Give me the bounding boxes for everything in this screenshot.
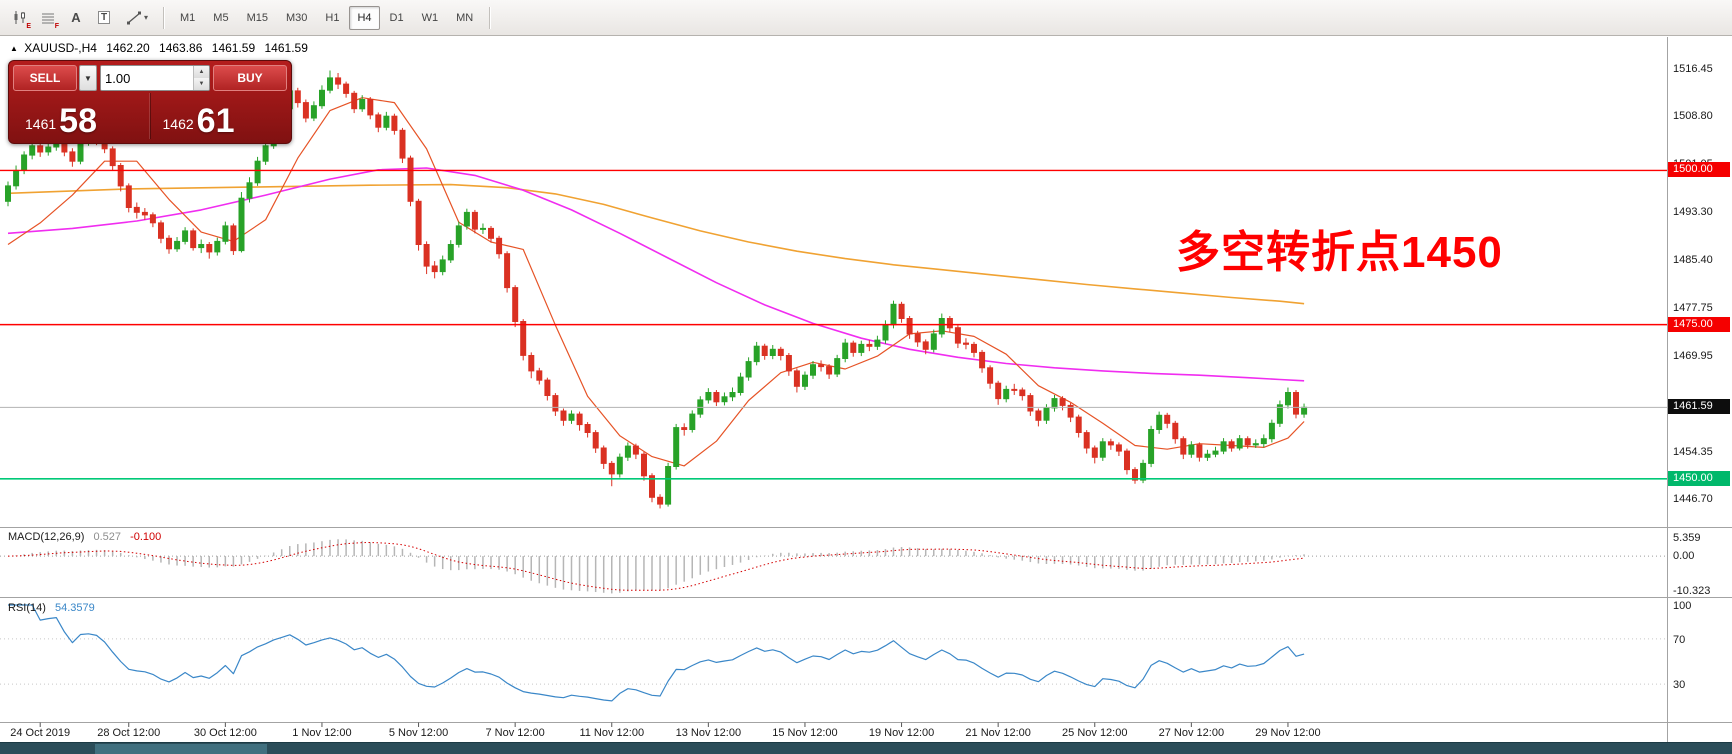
candles-layer: [5, 70, 1308, 509]
rsi-axis-tick: 100: [1673, 600, 1692, 612]
time-axis-label: 1 Nov 12:00: [292, 727, 352, 739]
time-axis-label: 24 Oct 2019: [10, 727, 71, 739]
time-axis-label: 21 Nov 12:00: [965, 727, 1031, 739]
chart-ohlc-header: ▲ XAUUSD-,H4 1462.20 1463.86 1461.59 146…: [10, 41, 314, 55]
macd-main-value: 0.527: [93, 531, 122, 543]
buy-price-display[interactable]: 1462 61: [149, 93, 288, 140]
macd-name: MACD(12,26,9): [8, 531, 85, 543]
macd-label: MACD(12,26,9) 0.527 -0.100: [8, 531, 161, 543]
time-axis-label: 7 Nov 12:00: [485, 727, 545, 739]
ohlc-high: 1463.86: [159, 41, 203, 55]
price-axis-tick: 1454.35: [1673, 445, 1713, 458]
volume-up-button[interactable]: ▲: [194, 66, 209, 78]
timeframe-W1[interactable]: W1: [414, 6, 447, 30]
ma-slow-line: [7, 183, 1305, 305]
volume-field: ▲ ▼: [100, 65, 210, 91]
rsi-label: RSI(14) 54.3579: [8, 602, 95, 614]
resistance-1475-badge: 1475.00: [1668, 316, 1730, 332]
price-axis-tick: 1493.30: [1673, 205, 1713, 218]
chart-text-annotation[interactable]: 多空转折点1450: [1176, 228, 1503, 277]
line-studies-icon[interactable]: ▾: [119, 5, 155, 31]
indicators-panel-icon[interactable]: F: [35, 5, 61, 31]
toolbar-separator: [163, 6, 164, 29]
rsi-name: RSI(14): [8, 602, 46, 614]
price-axis-tick: 1446.70: [1673, 493, 1713, 506]
sell-price-pips: 58: [59, 102, 97, 140]
timeframe-D1[interactable]: D1: [382, 6, 412, 30]
trendline-glyph: [126, 11, 141, 24]
time-axis-label: 30 Oct 12:00: [193, 727, 257, 739]
timeframe-M15[interactable]: M15: [239, 6, 276, 30]
timeframe-M30[interactable]: M30: [278, 6, 315, 30]
buy-price-pips: 61: [196, 102, 235, 140]
price-axis-tick: 1469.95: [1673, 349, 1713, 362]
support-1450-badge: 1450.00: [1668, 470, 1730, 486]
time-axis-label: 11 Nov 12:00: [579, 727, 645, 739]
chevron-down-icon: ▾: [143, 13, 148, 22]
rsi-axis-tick: 70: [1673, 633, 1686, 646]
buy-price-main: 1462: [162, 116, 194, 132]
macd-histogram: [15, 539, 1305, 594]
time-axis-label: 28 Oct 12:00: [97, 727, 161, 739]
timeframe-MN[interactable]: MN: [448, 6, 481, 30]
timeframe-group: M1 M5 M15 M30 H1 H4 D1 W1 MN: [171, 0, 482, 35]
time-axis-label: 5 Nov 12:00: [388, 727, 449, 739]
one-click-trade-panel: SELL ▼ ▲ ▼ BUY 1461 58 1462 61: [8, 60, 292, 144]
price-axis-tick: 1477.75: [1673, 301, 1713, 314]
price-axis-tick: 1508.80: [1673, 110, 1713, 123]
macd-signal-value: -0.100: [130, 531, 162, 543]
toolbar: E F A T ▾ M1 M5 M15 M30 H1 H4 D1 W1 MN: [0, 0, 1732, 36]
icon-sub-letter: E: [26, 22, 31, 30]
time-axis-label: 29 Nov 12:00: [1255, 727, 1321, 739]
toolbar-separator: [489, 6, 491, 29]
rsi-value: 54.3579: [54, 602, 95, 614]
resistance-1500-badge: 1500.00: [1668, 162, 1730, 178]
time-axis-label: 27 Nov 12:00: [1158, 727, 1225, 739]
bid-price-badge: 1461.59: [1668, 399, 1730, 415]
volume-down-button[interactable]: ▼: [194, 78, 209, 90]
bottom-dock-tab[interactable]: [95, 744, 267, 754]
order-options-dropdown[interactable]: ▼: [79, 65, 97, 91]
rsi-line: [8, 604, 1305, 702]
text-annotation-icon[interactable]: A: [63, 5, 89, 31]
sell-price-main: 1461: [25, 116, 57, 132]
macd-signal-line: [7, 541, 1305, 591]
macd-axis-tick: 5.359: [1673, 531, 1701, 544]
toolbar-icon-group: E F A T ▾: [6, 0, 156, 35]
macd-axis-tick: -10.323: [1673, 584, 1711, 597]
ohlc-close: 1461.59: [264, 41, 308, 55]
sell-price-display[interactable]: 1461 58: [13, 93, 150, 139]
time-axis-label: 13 Nov 12:00: [675, 727, 742, 739]
timeframe-H1[interactable]: H1: [317, 6, 347, 30]
price-axis-tick: 1516.45: [1673, 62, 1713, 75]
candlestick-chart-icon[interactable]: E: [7, 5, 33, 31]
macd-axis-tick: 0.00: [1673, 550, 1695, 563]
ma-mid-line: [7, 167, 1305, 382]
text-label-icon[interactable]: T: [91, 5, 117, 31]
icon-sub-letter: F: [54, 22, 59, 30]
time-axis-label: 19 Nov 12:00: [868, 727, 935, 739]
time-axis-label: 25 Nov 12:00: [1062, 727, 1128, 739]
candles-glyph: [14, 10, 25, 24]
timeframe-H4[interactable]: H4: [349, 5, 380, 30]
indicator-glyph: [42, 13, 54, 23]
timeframe-M1[interactable]: M1: [172, 6, 203, 30]
ohlc-open: 1462.20: [106, 41, 150, 55]
rsi-axis-tick: 30: [1673, 679, 1686, 692]
sell-button[interactable]: SELL: [13, 65, 77, 91]
price-axis-tick: 1485.40: [1673, 254, 1713, 267]
volume-input[interactable]: [101, 66, 193, 90]
timeframe-M5[interactable]: M5: [205, 6, 236, 30]
buy-button[interactable]: BUY: [213, 65, 287, 91]
volume-stepper: ▲ ▼: [193, 66, 209, 90]
symbol-marker-icon: ▲: [10, 44, 18, 53]
time-axis-label: 15 Nov 12:00: [772, 727, 838, 739]
ohlc-low: 1461.59: [211, 41, 256, 55]
symbol-period-label: XAUUSD-,H4: [24, 41, 97, 55]
bottom-dock-strip: [0, 742, 1732, 754]
